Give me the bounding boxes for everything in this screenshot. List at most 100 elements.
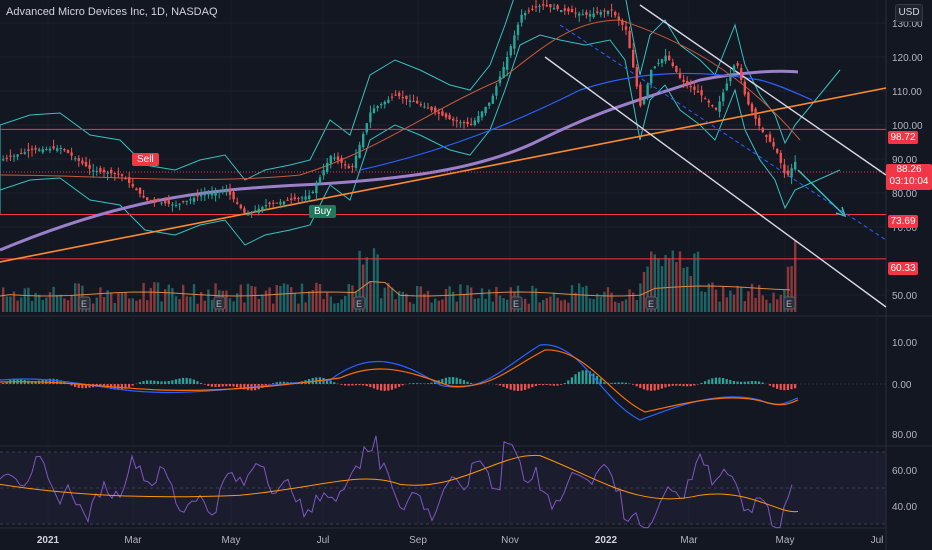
macd-histogram-bar — [783, 384, 786, 391]
macd-histogram-bar — [542, 384, 545, 386]
macd-histogram-bar — [347, 384, 350, 386]
earnings-marker-label: E — [356, 299, 362, 309]
volume-bar — [459, 284, 462, 312]
volume-bar — [41, 299, 44, 312]
volume-bar — [646, 266, 649, 312]
macd-histogram-bar — [387, 384, 390, 391]
candle-body — [23, 152, 26, 154]
macd-histogram-bar — [434, 381, 437, 384]
macd-histogram-bar — [333, 382, 336, 384]
macd-histogram-bar — [225, 384, 228, 387]
candle-body — [686, 80, 689, 85]
volume-bar — [671, 250, 674, 312]
candle-body — [567, 8, 570, 12]
volume-bar — [390, 287, 394, 312]
volume-bar — [70, 294, 73, 312]
candle-body — [711, 105, 714, 107]
earnings-marker — [213, 296, 226, 310]
candle-body — [376, 106, 379, 109]
candle-body — [682, 79, 685, 82]
candle-body — [635, 67, 638, 87]
fast-moving-average — [0, 19, 801, 180]
candle-body — [405, 95, 408, 100]
macd-histogram-bar — [84, 384, 87, 389]
macd-histogram-bar — [653, 384, 656, 391]
candle-body — [113, 172, 116, 174]
macd-signal-line — [0, 349, 799, 413]
candle-body — [506, 57, 509, 70]
candle-body — [700, 90, 703, 96]
candle-body — [556, 5, 559, 10]
candle-body — [423, 106, 426, 108]
candle-body — [488, 102, 491, 106]
time-axis-label: May — [776, 535, 795, 546]
volume-bar — [131, 298, 134, 312]
candle-body — [171, 204, 174, 206]
candle-body — [470, 123, 473, 125]
candle-body — [444, 113, 448, 118]
volume-bar — [660, 266, 664, 312]
volume-bar — [682, 267, 685, 312]
macd-histogram-bar — [747, 381, 750, 384]
macd-histogram-bar — [174, 379, 177, 384]
candle-body — [261, 206, 264, 211]
macd-histogram-bar — [182, 377, 185, 384]
volume-bar — [624, 299, 628, 312]
candle-body — [538, 5, 541, 7]
macd-histogram-bar — [585, 370, 588, 384]
volume-bar — [693, 253, 696, 312]
candle-body — [754, 108, 757, 119]
candle-body — [779, 152, 782, 163]
macd-histogram-bar — [178, 378, 181, 384]
macd-histogram-bar — [455, 377, 458, 384]
volume-bar — [293, 292, 296, 312]
candle-body — [758, 117, 761, 126]
candle-body — [736, 63, 739, 66]
macd-histogram-bar — [120, 384, 123, 390]
candle-body — [106, 172, 109, 174]
candle-body — [268, 202, 271, 205]
candle-body — [614, 12, 617, 16]
volume-bar — [779, 294, 782, 312]
candle-body — [189, 199, 192, 201]
macd-histogram-bar — [214, 384, 217, 387]
candle-body — [257, 208, 260, 213]
volume-bar — [401, 291, 404, 312]
macd-histogram-bar — [549, 384, 552, 386]
macd-histogram-bar — [268, 384, 271, 385]
volume-bar — [315, 282, 318, 312]
volume-bar — [149, 288, 152, 312]
macd-histogram-bar — [282, 381, 285, 384]
currency-button[interactable]: USD — [895, 4, 923, 22]
macd-histogram-bar — [567, 380, 570, 384]
volume-bar — [628, 289, 631, 312]
volume-bar — [27, 287, 30, 312]
candle-body — [207, 193, 210, 195]
volume-bar — [74, 283, 77, 312]
macd-histogram-bar — [372, 384, 375, 389]
volume-bar — [243, 302, 246, 312]
macd-histogram-bar — [401, 384, 404, 386]
volume-bar — [372, 248, 376, 312]
macd-histogram-bar — [513, 384, 516, 391]
macd-histogram-bar — [185, 377, 188, 384]
macd-histogram-bar — [149, 380, 152, 384]
sell-signal-label[interactable]: Sell — [132, 153, 159, 166]
volume-bar — [2, 287, 5, 312]
buy-signal-label[interactable]: Buy — [309, 205, 337, 218]
candle-body — [448, 115, 451, 120]
volume-bar — [768, 303, 772, 312]
macd-histogram-bar — [2, 382, 5, 384]
macd-histogram-bar — [650, 384, 653, 391]
candle-body — [34, 148, 37, 150]
volume-bar — [707, 283, 710, 312]
macd-histogram-bar — [754, 381, 757, 384]
candle-body — [398, 92, 401, 97]
earnings-marker-label: E — [216, 299, 222, 309]
volume-bar — [246, 283, 250, 312]
macd-histogram-bar — [218, 384, 221, 387]
macd-histogram-bar — [207, 384, 210, 386]
volume-bar — [754, 297, 757, 312]
volume-bar — [239, 284, 242, 312]
